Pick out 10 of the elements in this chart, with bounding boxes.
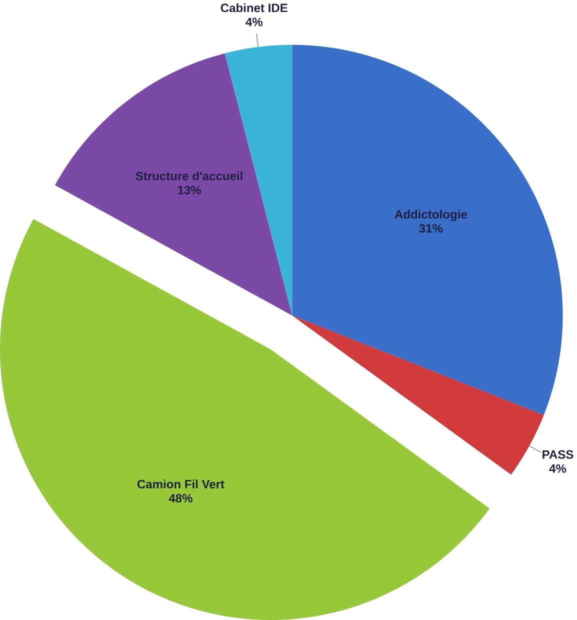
data-label: 13% <box>178 186 201 194</box>
slice-label: Addictologie <box>394 210 467 222</box>
data-label: 31% <box>419 224 443 233</box>
data-label: 4% <box>246 18 262 26</box>
slice-label: Camion Fil Vert <box>137 480 224 488</box>
data-label: 4% <box>549 464 566 473</box>
slice-label: PASS <box>542 450 574 459</box>
slice-label: Structure d'accueil <box>136 171 242 180</box>
data-label: 48% <box>168 494 192 502</box>
slice-label: Cabinet IDE <box>220 3 288 12</box>
